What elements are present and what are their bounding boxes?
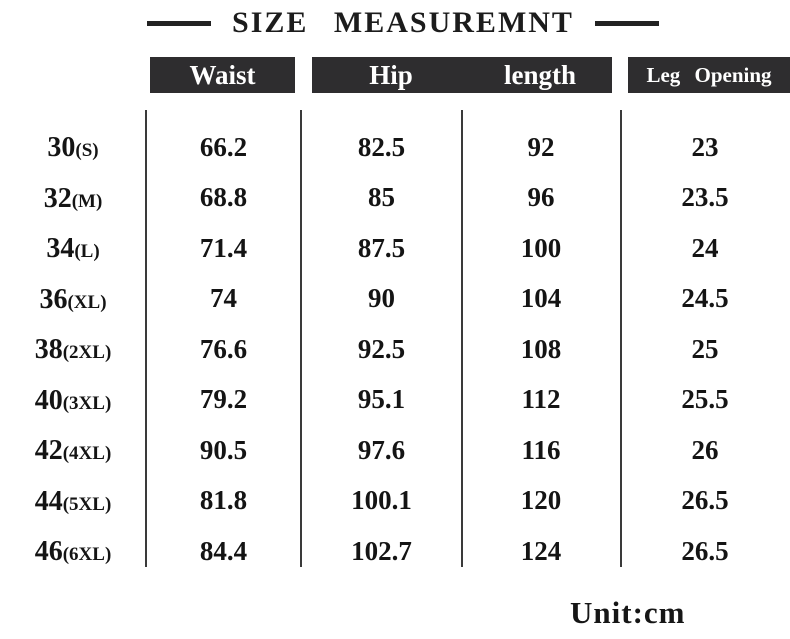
size-suffix: (L) [74, 241, 100, 262]
column-header-waist: Waist [150, 57, 295, 93]
column-header-leg-opening: Leg Opening [628, 57, 790, 93]
hip-value: 97.6 [357, 434, 406, 465]
length-value: 124 [520, 535, 562, 566]
leg-opening-value: 24.5 [681, 283, 729, 314]
hip-value: 82.5 [357, 131, 406, 162]
waist-value: 90.5 [199, 434, 248, 465]
title-row: SIZE MEASUREMNT [8, 0, 790, 46]
size-label: 36 (XL) [0, 274, 146, 325]
hip-value: 92.5 [357, 333, 406, 364]
leg-opening-value: 26 [691, 434, 719, 465]
size-number: 42 [34, 435, 63, 466]
size-number: 46 [34, 536, 63, 567]
length-value: 96 [527, 182, 555, 213]
hip-value: 85 [368, 182, 395, 213]
size-label: 38 (2XL) [0, 324, 146, 375]
hip-value: 102.7 [351, 535, 412, 566]
leg-opening-value: 25.5 [681, 384, 729, 415]
title-left-dash [147, 20, 212, 26]
size-number: 36 [39, 283, 68, 315]
leg-opening-value: 25 [691, 333, 719, 364]
size-label: 42 (4XL) [0, 425, 146, 476]
leg-opening-value: 26.5 [681, 485, 729, 516]
size-number: 30 [47, 132, 76, 163]
hip-value: 90 [368, 283, 395, 314]
size-suffix: (4XL) [62, 443, 112, 464]
length-value: 112 [521, 384, 561, 415]
waist-value: 71.4 [199, 232, 248, 263]
size-suffix: (5XL) [62, 493, 112, 515]
title-right-dash [594, 20, 659, 26]
size-label: 44 (5XL) [0, 476, 146, 527]
unit-label: Unit:cm [570, 595, 686, 630]
size-suffix: (6XL) [62, 544, 112, 565]
size-number: 38 [34, 334, 63, 365]
waist-value: 84.4 [199, 535, 248, 566]
size-label: 40 (3XL) [0, 375, 146, 426]
leg-opening-value: 24 [691, 232, 719, 263]
column-divider [461, 110, 463, 567]
size-label: 30 (S) [0, 122, 146, 173]
size-label: 34 (L) [0, 223, 146, 274]
length-value: 116 [521, 434, 561, 465]
length-value: 100 [520, 232, 562, 263]
length-value: 92 [527, 131, 555, 162]
hip-value: 95.1 [357, 384, 406, 415]
column-header-length: length [468, 57, 612, 93]
waist-value: 79.2 [199, 384, 248, 415]
column-divider [300, 110, 302, 567]
size-number: 44 [34, 485, 63, 517]
size-suffix: (XL) [67, 291, 107, 313]
length-value: 104 [520, 283, 562, 314]
column-divider [145, 110, 147, 567]
size-number: 34 [46, 233, 75, 264]
length-value: 108 [520, 333, 562, 364]
waist-value: 68.8 [199, 182, 248, 213]
page-title: SIZE MEASUREMNT [232, 6, 574, 39]
waist-value: 76.6 [199, 333, 248, 364]
size-suffix: (S) [75, 140, 99, 161]
size-table-body: 30 (S) 66.2 82.5 92 23 32 (M) 68.8 85 96 23.5 34 (L) 7… [0, 122, 790, 577]
size-number: 32 [43, 182, 72, 214]
waist-value: 66.2 [199, 131, 248, 162]
leg-opening-value: 23 [691, 131, 719, 162]
hip-value: 87.5 [357, 232, 406, 263]
leg-opening-value: 23.5 [681, 182, 729, 213]
size-label: 46 (6XL) [0, 526, 146, 577]
column-divider [620, 110, 622, 567]
length-value: 120 [520, 485, 562, 516]
size-number: 40 [34, 384, 63, 416]
size-suffix: (3XL) [62, 392, 112, 414]
waist-value: 81.8 [199, 485, 248, 516]
size-suffix: (2XL) [62, 342, 112, 363]
hip-value: 100.1 [351, 485, 412, 516]
size-label: 32 (M) [0, 173, 146, 224]
column-header-hip: Hip [312, 57, 470, 93]
waist-value: 74 [210, 283, 237, 314]
size-suffix: (M) [71, 190, 103, 212]
leg-opening-value: 26.5 [681, 535, 729, 566]
